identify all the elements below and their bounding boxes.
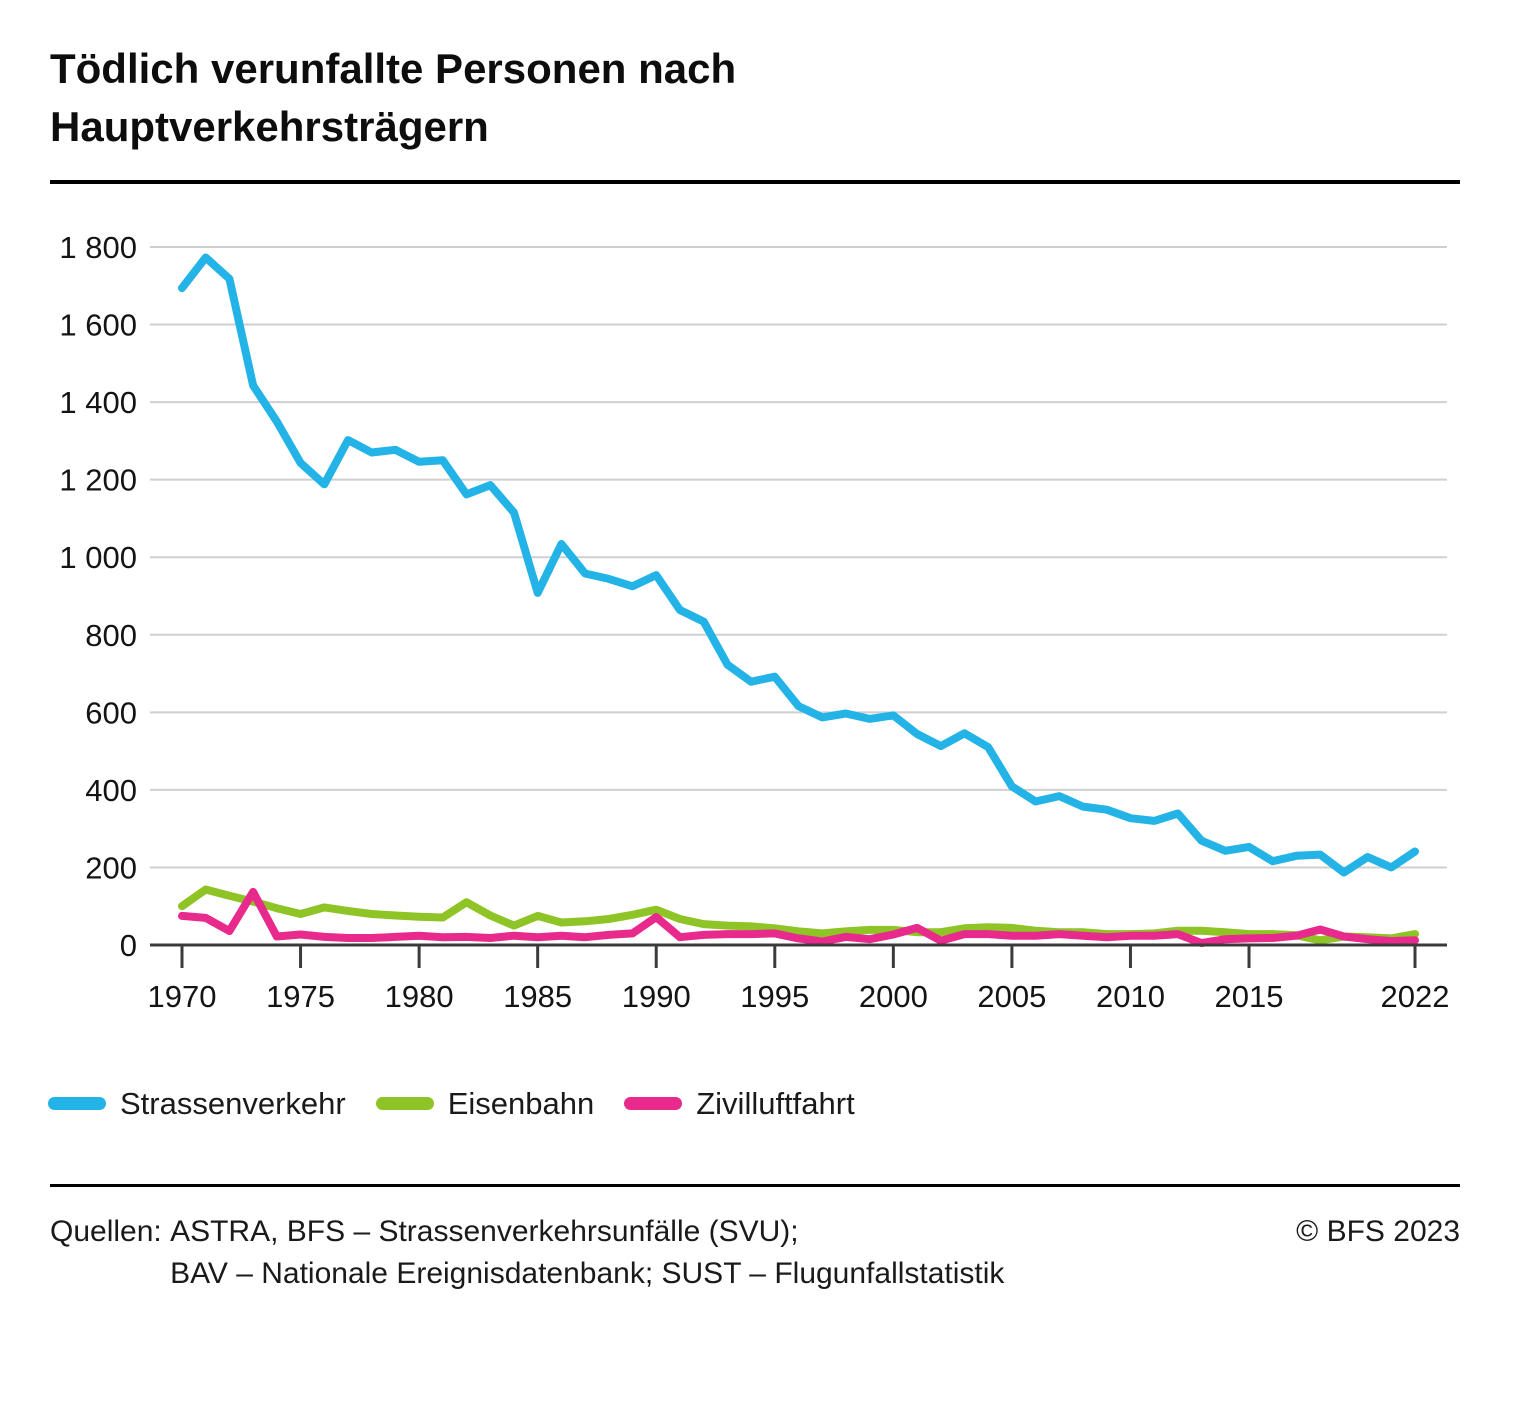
legend: Strassenverkehr Eisenbahn Zivilluftfahrt [48,1086,1460,1122]
x-axis-label: 1990 [622,979,691,1014]
y-axis-label: 1 000 [59,540,137,575]
copyright: © BFS 2023 [1296,1214,1460,1248]
x-axis-label: 2005 [977,979,1046,1014]
y-axis-label: 200 [85,850,137,885]
page-title: Tödlich verunfallte Personen nach Hauptv… [50,45,737,150]
bfs-chart-page: Tödlich verunfallte Personen nach Hauptv… [0,40,1536,1418]
legend-item-eisenbahn: Eisenbahn [375,1085,595,1122]
chart-svg: 0 200 400 600 800 1 000 1 200 1 400 1 600 1 800 19… [59,230,1450,1014]
y-axis-label: 1 600 [59,307,137,342]
y-axis-label: 600 [85,695,137,730]
legend-item-zivilluftfahrt: Zivilluftfahrt [624,1085,855,1122]
zivilluftfahrt-line-swatch-icon [624,1097,683,1111]
legend-label: Zivilluftfahrt [696,1085,855,1121]
y-axis-label: 800 [85,618,137,653]
x-axis-label: 1995 [740,979,809,1014]
series-line-strassenverkehr [178,253,1419,877]
strassenverkehr-line-swatch-icon [48,1097,106,1111]
sources-line-2: BAV – Nationale Ereignisdatenbank; SUST … [170,1256,1005,1290]
title-divider [50,179,1460,184]
sources-block: Quellen: ASTRA, BFS – Strassenverkehrsun… [50,1211,1004,1295]
legend-label: Eisenbahn [447,1085,595,1121]
eisenbahn-line-swatch-icon [375,1097,434,1111]
x-axis-label: 1980 [385,979,454,1014]
legend-label: Strassenverkehr [120,1085,346,1121]
x-axis-label: 2000 [859,979,928,1014]
legend-item-strassenverkehr: Strassenverkehr [48,1086,346,1122]
x-axis-label: 1975 [266,979,335,1014]
sources-prefix: Quellen: [50,1214,171,1248]
series-line-eisenbahn [178,885,1419,945]
x-axis-label: 2010 [1096,979,1165,1014]
y-axis-label: 1 200 [59,463,137,498]
footer: Quellen: ASTRA, BFS – Strassenverkehrsun… [50,1211,1460,1295]
x-axis-label: 1985 [503,979,572,1014]
x-axis-label: 1970 [148,979,217,1014]
y-axis-label: 0 [120,928,137,963]
x-axis-label: 2015 [1215,979,1284,1014]
y-axis-label: 400 [85,773,137,808]
sources-line-1: ASTRA, BFS – Strassenverkehrsunfälle (SV… [170,1214,799,1248]
y-axis-label: 1 400 [59,385,137,420]
footer-divider [50,1183,1460,1187]
series-line-zivilluftfahrt [178,887,1419,948]
x-axis-label: 2022 [1381,979,1450,1014]
y-axis-label: 1 800 [59,230,137,265]
